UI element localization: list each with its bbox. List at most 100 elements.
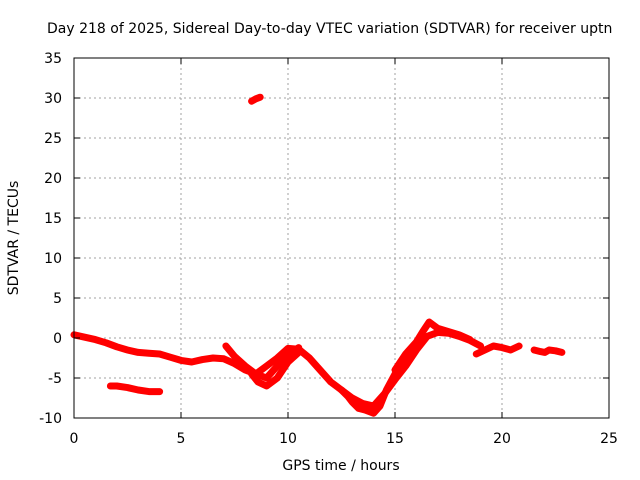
y-tick-label: 30 xyxy=(44,91,62,107)
series-track-19h xyxy=(472,342,523,358)
data-point xyxy=(481,347,488,353)
data-point xyxy=(274,375,281,381)
data-point xyxy=(413,339,420,345)
data-point xyxy=(541,349,548,356)
data-point xyxy=(220,355,227,362)
data-point xyxy=(156,351,163,357)
series-track-dip xyxy=(338,370,399,417)
x-axis-label: GPS time / hours xyxy=(282,458,399,474)
data-point xyxy=(434,325,441,332)
y-tick-label: 20 xyxy=(44,171,62,187)
data-point xyxy=(103,339,110,346)
data-point xyxy=(145,388,152,395)
data-point xyxy=(135,387,142,393)
data-point xyxy=(327,379,334,385)
series-band xyxy=(222,342,303,382)
data-point xyxy=(113,343,120,350)
data-point xyxy=(507,347,514,353)
data-point xyxy=(231,360,238,367)
data-point xyxy=(274,363,281,369)
data-point xyxy=(252,95,259,102)
data-point xyxy=(242,363,249,369)
series-track-outlier xyxy=(248,93,264,105)
data-point xyxy=(285,359,291,365)
data-point xyxy=(402,363,409,369)
x-axis-ticks: 0 5 10 15 20 25 xyxy=(70,58,618,447)
series-track-22h xyxy=(530,346,566,356)
chart-title: Day 218 of 2025, Sidereal Day-to-day VTE… xyxy=(47,21,612,37)
data-point xyxy=(370,410,377,417)
x-tick-label: 10 xyxy=(279,431,297,447)
data-point xyxy=(285,351,291,357)
data-point xyxy=(413,347,420,353)
y-tick-label: 35 xyxy=(44,51,62,67)
data-point xyxy=(456,331,463,338)
data-point xyxy=(362,407,369,413)
data-point xyxy=(124,384,131,391)
y-axis-ticks: -10 -5 0 5 10 15 20 25 30 35 xyxy=(39,51,609,427)
data-points xyxy=(70,93,566,417)
data-point xyxy=(145,350,152,357)
x-tick-label: 20 xyxy=(493,431,511,447)
data-point xyxy=(210,355,217,361)
y-tick-label: 15 xyxy=(44,211,62,227)
data-point xyxy=(295,349,302,356)
data-point xyxy=(263,363,270,369)
series-track-lower xyxy=(248,348,303,390)
data-point xyxy=(257,94,264,101)
y-tick-label: 10 xyxy=(44,251,62,267)
data-point xyxy=(178,357,184,364)
data-point xyxy=(424,333,431,340)
y-tick-label: -10 xyxy=(39,411,62,427)
data-point xyxy=(473,351,480,357)
data-point xyxy=(516,343,523,349)
data-point xyxy=(344,393,351,400)
data-point xyxy=(531,347,538,353)
data-point xyxy=(552,347,559,354)
data-point xyxy=(113,383,120,389)
data-point xyxy=(377,403,384,409)
data-point xyxy=(355,405,362,412)
data-point xyxy=(222,343,229,349)
data-point xyxy=(231,353,238,360)
data-point xyxy=(317,367,324,373)
data-point xyxy=(466,336,473,343)
series-band xyxy=(248,348,303,390)
data-point xyxy=(499,344,505,351)
data-point xyxy=(263,375,270,381)
data-point xyxy=(81,334,88,341)
data-point xyxy=(248,98,255,105)
data-point xyxy=(392,367,398,373)
x-tick-label: 25 xyxy=(600,431,618,447)
data-point xyxy=(537,348,544,355)
x-tick-label: 0 xyxy=(70,431,79,447)
x-tick-label: 5 xyxy=(177,431,186,447)
data-point xyxy=(419,328,426,335)
data-point xyxy=(338,387,345,393)
grid-lines xyxy=(74,58,609,418)
data-point xyxy=(402,351,409,357)
x-tick-label: 15 xyxy=(386,431,404,447)
y-tick-label: 0 xyxy=(53,331,62,347)
y-tick-label: 25 xyxy=(44,131,62,147)
data-point xyxy=(359,400,366,407)
data-point xyxy=(255,379,262,385)
data-point xyxy=(426,319,433,325)
series-track-low xyxy=(106,382,164,396)
data-point xyxy=(546,347,553,353)
data-point xyxy=(558,349,565,356)
data-point xyxy=(248,371,255,377)
data-point xyxy=(306,355,313,361)
y-tick-label: -5 xyxy=(48,371,62,387)
data-point xyxy=(274,355,281,361)
series-track-rise xyxy=(391,318,474,374)
data-point xyxy=(263,383,270,389)
data-point xyxy=(188,359,195,365)
series-track-high xyxy=(222,342,303,382)
data-point xyxy=(167,354,174,361)
y-axis-label: SDTVAR / TECUs xyxy=(6,181,22,296)
y-tick-label: 5 xyxy=(53,291,62,307)
data-point xyxy=(349,399,356,405)
